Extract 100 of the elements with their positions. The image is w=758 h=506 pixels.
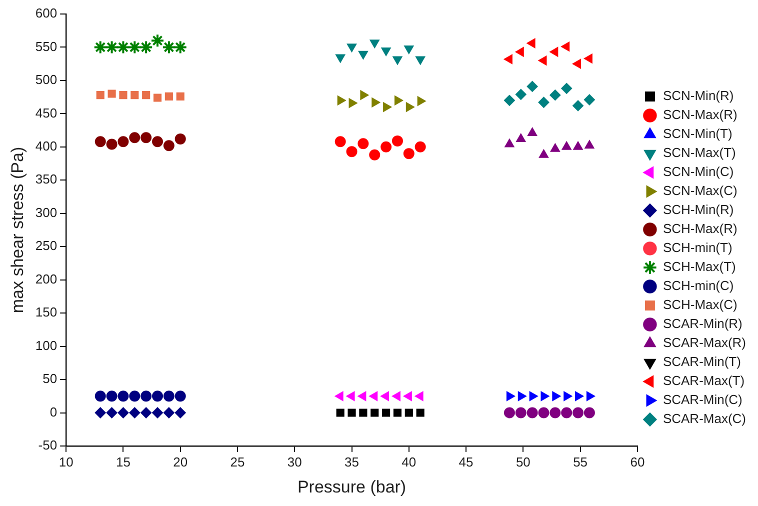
point (564, 391, 572, 401)
point (153, 94, 162, 102)
legend-label: SCN-Max(C) (662, 183, 738, 198)
point (516, 133, 526, 142)
point (504, 407, 515, 418)
x-tick-label: 40 (402, 454, 416, 470)
point (393, 408, 402, 417)
point (358, 391, 366, 401)
point (346, 391, 355, 401)
y-tick-label: 600 (35, 6, 58, 21)
point (380, 391, 390, 401)
x-tick-label: 30 (287, 454, 302, 470)
point (392, 56, 402, 65)
point (118, 407, 129, 418)
point (152, 407, 164, 418)
y-tick-label: 100 (35, 338, 58, 353)
point (572, 100, 584, 112)
y-tick-label: 150 (35, 304, 58, 320)
point (163, 390, 174, 402)
legend-label: SCAR-Min(C) (662, 392, 742, 408)
legend-label: SCAR-Max(C) (662, 411, 746, 426)
y-tick-label: 550 (35, 38, 58, 54)
point (140, 407, 152, 418)
x-tick-label: 50 (516, 454, 530, 470)
legend-label: SCAR-Min(R) (662, 316, 742, 332)
point (129, 132, 140, 144)
point (518, 391, 526, 401)
point (529, 391, 538, 401)
point (515, 47, 524, 57)
point (561, 407, 572, 418)
point (130, 91, 139, 100)
point (504, 94, 515, 106)
legend-label: SCN-Max(R) (662, 107, 738, 122)
point (129, 390, 140, 402)
y-tick-label: 250 (35, 238, 58, 254)
point (584, 54, 592, 64)
legend-label: SCAR-Min(T) (662, 354, 741, 370)
point (108, 90, 116, 98)
y-tick-label: 400 (35, 138, 58, 154)
point (382, 408, 390, 417)
point (336, 54, 346, 63)
point (575, 391, 584, 401)
point (348, 408, 356, 417)
point (550, 143, 560, 152)
point (403, 148, 414, 160)
point (526, 38, 536, 48)
point (94, 390, 106, 402)
point (392, 391, 400, 401)
point (106, 407, 118, 418)
point (573, 141, 583, 150)
point (358, 50, 368, 60)
point (550, 90, 561, 101)
point (358, 138, 369, 150)
point (336, 408, 344, 417)
legend-label: SCH-Max(C) (662, 297, 738, 312)
point (370, 40, 380, 48)
point (404, 408, 413, 417)
point (334, 391, 344, 401)
point (526, 80, 538, 92)
legend-label: SCN-Max(T) (662, 145, 736, 160)
x-tick-label: 10 (58, 454, 74, 470)
point (504, 138, 514, 148)
point (118, 136, 129, 148)
point (552, 391, 561, 401)
point (416, 408, 424, 417)
point (526, 407, 538, 418)
point (96, 91, 104, 100)
point (538, 56, 547, 66)
point (380, 141, 392, 152)
point (118, 390, 129, 402)
point (586, 391, 595, 401)
point (152, 390, 164, 402)
point (584, 94, 595, 106)
point (538, 149, 549, 158)
y-tick-label: -50 (38, 438, 58, 453)
legend-label: SCN-Min(T) (662, 126, 732, 142)
point (334, 136, 346, 148)
point (550, 47, 558, 57)
point (94, 136, 106, 148)
point (150, 34, 165, 48)
point (562, 141, 572, 150)
point (392, 135, 403, 146)
x-tick-label: 15 (116, 454, 130, 470)
point (506, 391, 515, 401)
x-axis-title: Pressure (bar) (297, 477, 406, 496)
legend-label: SCN-Min(R) (662, 88, 734, 104)
point (163, 140, 174, 152)
legend-label: SCAR-Max(R) (662, 335, 746, 350)
point (572, 59, 582, 69)
legend-label: SCH-Max(R) (662, 221, 738, 236)
point (152, 136, 164, 148)
point (381, 48, 391, 56)
point (369, 391, 378, 401)
point (104, 40, 119, 54)
x-tick-label: 20 (173, 454, 188, 470)
point (128, 40, 142, 54)
point (348, 98, 358, 108)
point (515, 88, 526, 100)
point (584, 140, 594, 149)
y-axis-title: max shear stress (Pa) (8, 146, 27, 314)
